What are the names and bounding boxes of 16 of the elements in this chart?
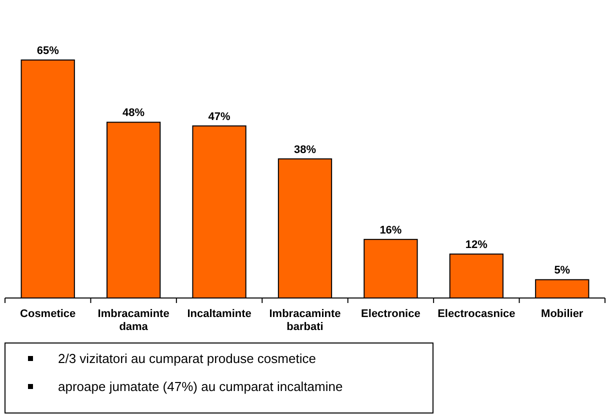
text: aproape jumatate (47%) au cumparat incaltamine [58,379,343,394]
x-tick-label: Electrocasnice [438,308,516,320]
data-label: 12% [465,239,488,252]
x-tick-label: Cosmetice [20,308,76,320]
x-tick-label: Incaltaminte [187,308,252,320]
x-tick-label: Imbracaminte dama [98,308,170,333]
data-label: 65% [36,45,60,57]
x-tick-label: Mobilier [541,308,584,320]
data-label: 47% [208,110,231,123]
data-label: 48% [122,107,145,120]
x-tick-label: Imbracaminte barbati [269,308,341,333]
data-label: 38% [294,144,316,156]
text: 2/3 vizitatori au cumparat produse cosmetice [58,351,316,366]
data-label: 16% [380,224,402,236]
x-tick-label: Electronice [361,308,420,320]
data-label: 5% [554,264,570,277]
